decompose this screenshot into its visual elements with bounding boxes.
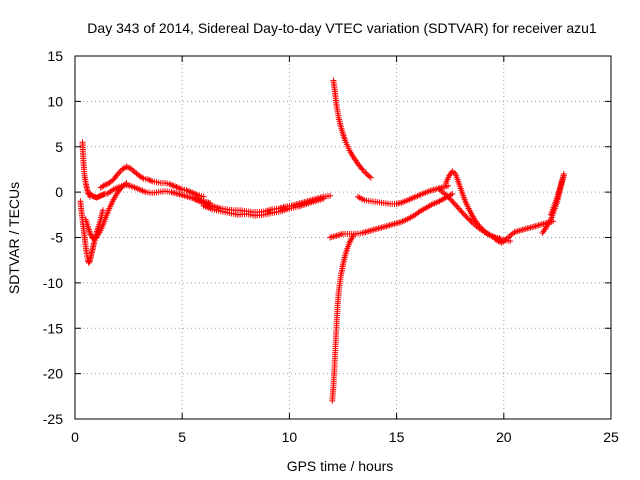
series-arc-decay-high bbox=[330, 77, 374, 181]
x-tick-label: 5 bbox=[178, 429, 186, 445]
y-tick-label: 0 bbox=[55, 184, 63, 200]
x-tick-label: 25 bbox=[603, 429, 619, 445]
series-markers bbox=[436, 186, 514, 245]
y-tick-label: 5 bbox=[55, 139, 63, 155]
series-arc-afternoon-lower bbox=[327, 190, 456, 241]
x-tick-label: 15 bbox=[389, 429, 405, 445]
series-markers bbox=[97, 163, 207, 200]
y-axis-label: SDTVAR / TECUs bbox=[6, 182, 22, 294]
y-tick-label: -15 bbox=[43, 320, 63, 336]
series-arc-early-spike bbox=[79, 139, 93, 200]
series-markers bbox=[548, 172, 567, 218]
x-tick-label: 10 bbox=[282, 429, 298, 445]
chart-title: Day 343 of 2014, Sidereal Day-to-day VTE… bbox=[87, 20, 597, 36]
series-arc-midday-parallel bbox=[200, 195, 327, 219]
x-tick-label: 20 bbox=[496, 429, 512, 445]
series-markers bbox=[79, 139, 93, 200]
series-markers bbox=[87, 190, 108, 201]
y-tick-label: -20 bbox=[43, 366, 63, 382]
series-markers bbox=[330, 77, 374, 181]
y-tick-label: -5 bbox=[51, 230, 64, 246]
y-tick-label: -25 bbox=[43, 411, 63, 427]
y-tick-label: 10 bbox=[47, 93, 63, 109]
series-arc-morning-main bbox=[97, 163, 207, 200]
series-markers bbox=[200, 195, 327, 219]
series-arc-early-shelf bbox=[87, 190, 108, 201]
data-points bbox=[77, 77, 567, 404]
y-tick-label: -10 bbox=[43, 275, 63, 291]
series-arc-recovery-low bbox=[329, 231, 357, 404]
y-tick-label: 15 bbox=[47, 48, 63, 64]
series-arc-evening-descent bbox=[436, 186, 514, 245]
x-axis-label: GPS time / hours bbox=[287, 458, 394, 474]
x-tick-label: 0 bbox=[71, 429, 79, 445]
series-markers bbox=[329, 231, 357, 404]
series-arc-night-parallel bbox=[548, 172, 567, 218]
axes: 0 5 10 15 20 25 -25 -20 -15 -10 -5 0 5 10 15 bbox=[43, 48, 619, 445]
series-markers bbox=[327, 190, 456, 241]
grid-lines bbox=[75, 56, 611, 419]
